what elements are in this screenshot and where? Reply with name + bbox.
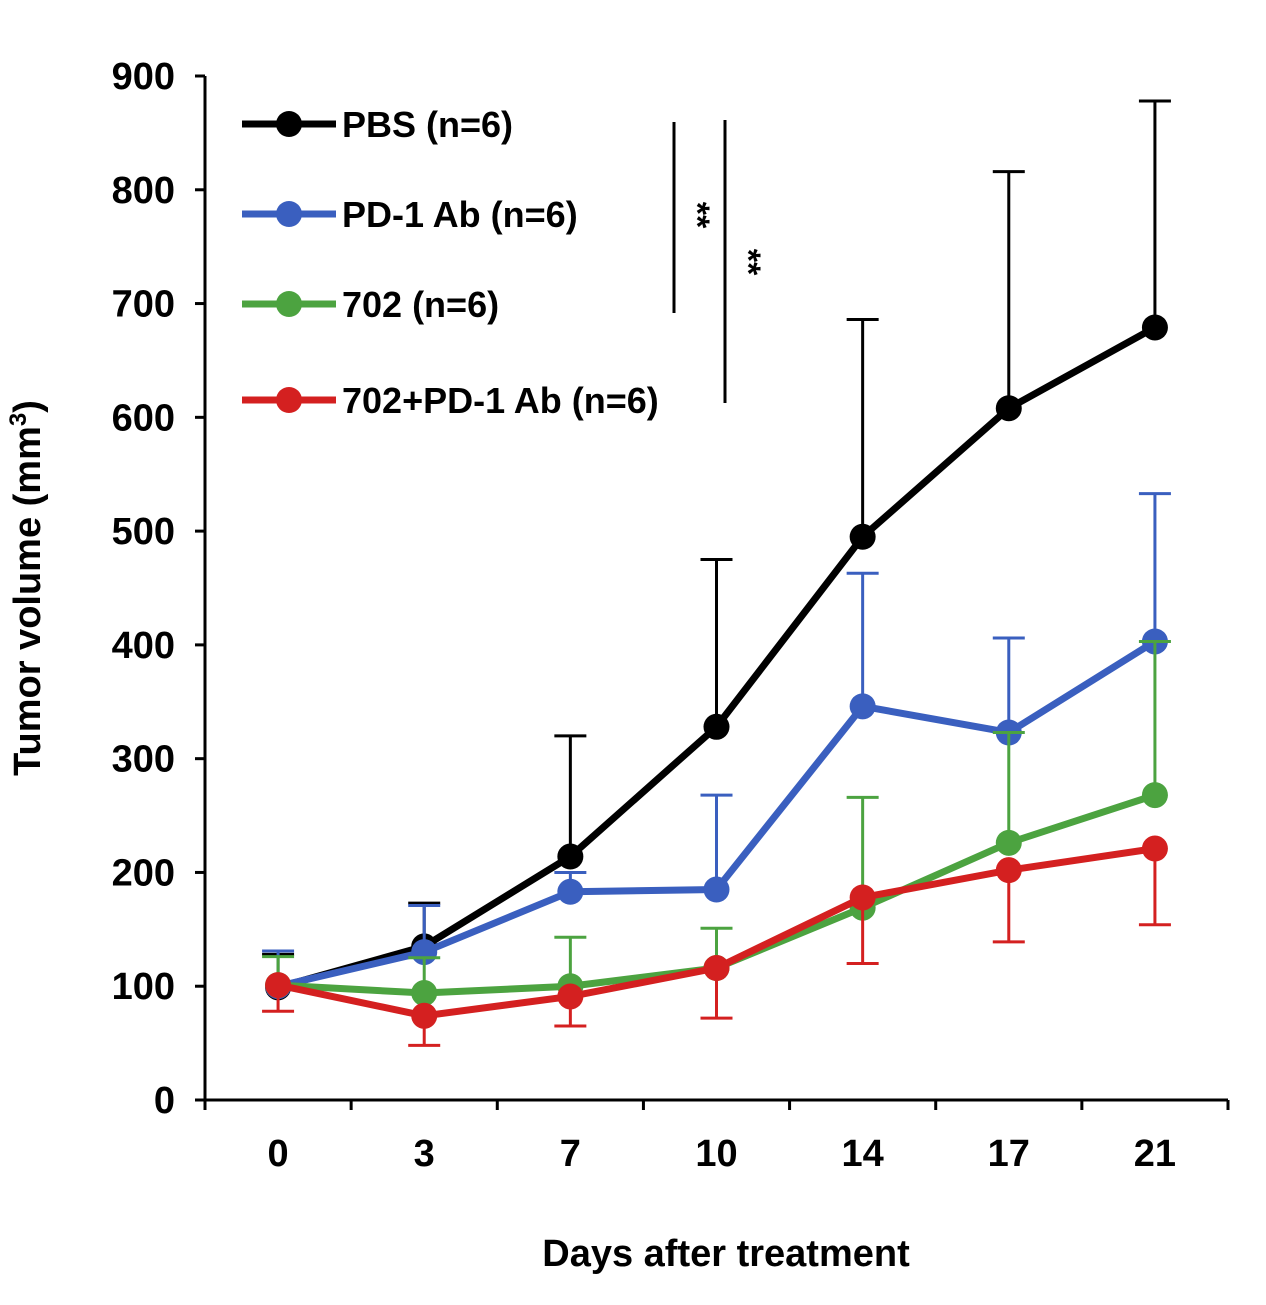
data-point [557,843,584,870]
legend-item: 702+PD-1 Ab (n=6) [242,380,659,421]
data-point [411,1002,438,1029]
data-point [265,972,292,999]
x-tick-label: 3 [414,1133,435,1175]
data-point [557,983,584,1010]
y-tick-label: 700 [112,284,175,326]
x-tick-label: 10 [695,1133,737,1175]
legend-item: PD-1 Ab (n=6) [242,194,578,235]
data-point [703,955,730,982]
data-point [849,884,876,911]
series-3 [262,835,1171,1047]
y-tick-label: 400 [112,625,175,667]
x-tick-label: 7 [560,1133,581,1175]
y-tick-label: 100 [112,966,175,1008]
x-tick-label: 21 [1134,1133,1176,1175]
y-tick-label: 0 [154,1080,175,1122]
data-point [1141,314,1168,341]
y-tick-label: 300 [112,739,175,781]
data-point [1141,835,1168,862]
data-point [411,980,438,1007]
axes: 0 100 200 300 400 500 600 700 800 900 0 3 7 10 14 17 21 [112,56,1230,1175]
y-tick-label: 600 [112,397,175,439]
legend: PBS (n=6) PD-1 Ab (n=6) 702 (n=6) 702+PD-1 … [242,104,659,421]
y-tick-label: 200 [112,852,175,894]
legend-label: 702 (n=6) [342,284,499,325]
legend-label: PBS (n=6) [342,104,513,145]
series-group [262,99,1171,1047]
data-point [557,878,584,905]
legend-label: 702+PD-1 Ab (n=6) [342,380,659,421]
data-point [1141,782,1168,809]
significance-stars: ** [729,249,767,276]
y-tick-label: 500 [112,511,175,553]
y-axis-label: Tumor volume (mm3) [5,400,49,776]
x-tick-label: 17 [988,1133,1030,1175]
significance-stars: ** [678,202,716,229]
legend-item: PBS (n=6) [242,104,513,145]
x-axis-label: Days after treatment [542,1233,910,1275]
y-tick-label: 800 [112,170,175,212]
legend-marker [276,387,302,413]
data-point [995,857,1022,884]
data-point [849,693,876,720]
x-tick-label: 0 [268,1133,289,1175]
significance-annotations: ** ** [672,120,767,403]
legend-item: 702 (n=6) [242,284,499,325]
data-point [995,395,1022,422]
legend-marker [276,111,302,137]
data-point [849,523,876,550]
x-tick-label: 14 [842,1133,884,1175]
y-tick-label: 900 [112,56,175,98]
data-point [703,876,730,903]
legend-marker [276,201,302,227]
legend-label: PD-1 Ab (n=6) [342,194,578,235]
data-point [995,829,1022,856]
legend-marker [276,291,302,317]
data-point [703,713,730,740]
